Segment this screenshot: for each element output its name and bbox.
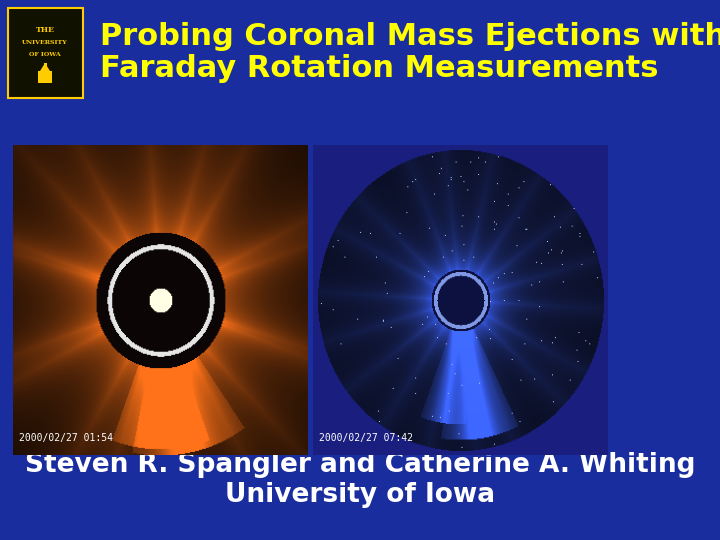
Text: UNIVERSITY: UNIVERSITY [22, 40, 68, 45]
Bar [38, 71, 52, 83]
Text: Steven R. Spangler and Catherine A. Whiting: Steven R. Spangler and Catherine A. Whit… [24, 452, 696, 478]
Text: 2000/02/27 07:42: 2000/02/27 07:42 [319, 433, 413, 443]
Text: Probing Coronal Mass Ejections with: Probing Coronal Mass Ejections with [100, 22, 720, 51]
Bar [8, 8, 83, 98]
Text: University of Iowa: University of Iowa [225, 482, 495, 508]
Polygon shape [40, 63, 50, 71]
Text: THE: THE [35, 26, 55, 34]
Text: Faraday Rotation Measurements: Faraday Rotation Measurements [100, 54, 659, 83]
Text: OF IOWA: OF IOWA [29, 51, 61, 57]
Text: 2000/02/27 01:54: 2000/02/27 01:54 [19, 433, 113, 443]
Bar [43, 63, 47, 71]
